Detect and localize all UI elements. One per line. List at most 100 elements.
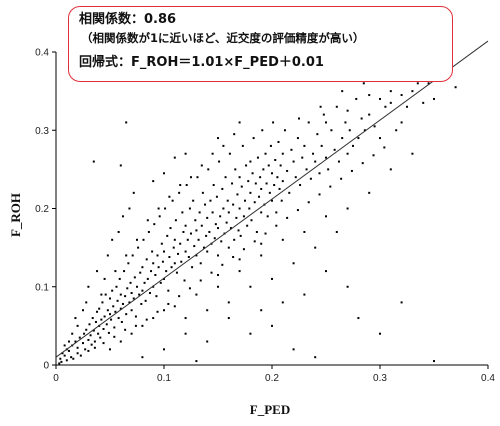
data-point <box>109 313 111 316</box>
data-point <box>225 221 228 224</box>
data-point <box>277 140 280 143</box>
data-point <box>248 207 251 210</box>
data-point <box>303 144 306 147</box>
data-point <box>109 348 111 351</box>
data-point <box>165 270 168 273</box>
data-point <box>346 152 349 155</box>
data-point <box>260 254 263 257</box>
data-point <box>275 211 278 214</box>
data-point <box>178 295 181 298</box>
data-point <box>119 293 122 296</box>
data-point <box>82 309 84 312</box>
data-point <box>172 246 175 249</box>
data-point <box>67 340 70 343</box>
data-point <box>335 105 338 108</box>
data-point <box>325 121 327 124</box>
data-point <box>299 184 302 187</box>
data-point <box>303 230 306 233</box>
data-point <box>344 121 347 124</box>
data-point <box>236 193 239 196</box>
data-point <box>160 242 163 245</box>
data-point <box>124 295 127 298</box>
correlation-note: （相関係数が1に近いほど、近交度の評価精度が高い） <box>81 31 365 45</box>
data-point <box>238 258 241 261</box>
data-point <box>209 199 212 202</box>
data-point <box>264 152 267 155</box>
axes <box>52 51 489 369</box>
data-point <box>362 82 365 85</box>
data-point <box>199 279 202 282</box>
data-point <box>156 310 159 313</box>
data-point <box>261 129 264 132</box>
data-point <box>167 302 170 305</box>
data-point <box>239 234 242 237</box>
data-point <box>319 105 322 108</box>
data-point <box>93 340 96 343</box>
data-point <box>400 121 403 124</box>
data-point <box>246 224 249 227</box>
data-point <box>121 302 124 305</box>
data-point <box>85 328 88 331</box>
data-point <box>222 207 225 210</box>
x-tick-label: 0.1 <box>157 373 171 384</box>
data-point <box>215 195 218 198</box>
data-point <box>76 346 79 349</box>
data-point <box>93 346 96 349</box>
data-point <box>307 121 310 124</box>
data-point <box>227 301 230 304</box>
data-point <box>195 229 198 232</box>
data-point <box>197 238 200 241</box>
data-point <box>316 133 319 136</box>
data-point <box>309 177 312 180</box>
data-point <box>173 238 176 241</box>
data-point <box>411 152 414 155</box>
data-point <box>267 164 270 167</box>
data-point <box>325 215 327 218</box>
data-point <box>155 295 158 298</box>
data-point <box>115 285 118 288</box>
data-point <box>348 129 351 132</box>
data-point <box>114 270 117 273</box>
data-point <box>433 97 435 100</box>
data-point <box>207 168 210 171</box>
data-point <box>379 332 381 335</box>
data-point <box>213 237 216 240</box>
data-point <box>233 133 236 136</box>
data-point <box>177 252 180 255</box>
data-point <box>110 318 113 321</box>
data-point <box>71 332 74 335</box>
data-point <box>318 193 321 196</box>
data-point <box>140 302 143 305</box>
data-point <box>312 152 315 155</box>
data-point <box>238 207 241 210</box>
data-point <box>190 176 192 179</box>
data-point <box>271 324 273 327</box>
data-point <box>200 224 203 227</box>
data-point <box>98 307 101 310</box>
data-point <box>152 180 155 183</box>
data-point <box>112 305 115 308</box>
data-point <box>400 301 403 304</box>
data-point <box>229 227 232 230</box>
data-point <box>335 230 338 233</box>
data-point <box>281 152 284 155</box>
data-point <box>106 309 109 312</box>
data-point <box>168 195 171 198</box>
data-point <box>218 160 221 163</box>
data-point <box>271 277 273 280</box>
data-point <box>327 168 330 171</box>
data-point <box>74 317 77 320</box>
data-point <box>238 270 241 273</box>
data-point <box>406 105 408 108</box>
data-point <box>150 270 153 273</box>
data-point <box>141 266 144 269</box>
data-point <box>357 317 360 320</box>
data-point <box>329 185 332 188</box>
data-point <box>238 121 241 124</box>
data-point <box>271 199 273 202</box>
data-point <box>206 250 209 253</box>
data-point <box>259 176 262 179</box>
data-point <box>132 297 135 300</box>
data-point <box>281 238 284 241</box>
data-point <box>325 270 327 273</box>
